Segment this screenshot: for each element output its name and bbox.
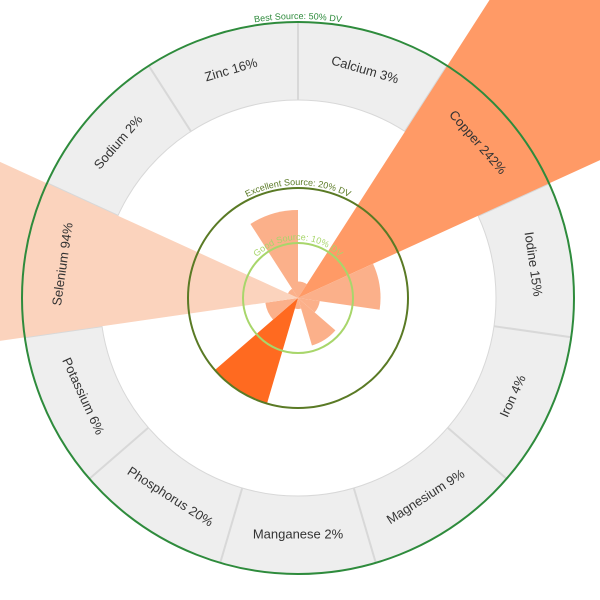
segment-divider <box>88 426 150 480</box>
label-manganese: Manganese 2% <box>253 526 344 541</box>
segment-iron <box>447 326 572 479</box>
segment-divider <box>219 487 244 564</box>
threshold-ring-20 <box>187 187 409 409</box>
bar-sodium <box>287 288 298 298</box>
segment-divider <box>352 487 377 564</box>
segment-divider <box>477 182 550 217</box>
bar-phosphorus <box>214 298 298 404</box>
bar-selenium <box>0 161 298 341</box>
segment-magnesium <box>353 427 507 563</box>
bar-iodine <box>298 263 381 310</box>
bar-magnesium <box>298 298 336 346</box>
bar-calcium <box>298 281 307 298</box>
threshold-rings <box>21 21 575 575</box>
segment-divider <box>446 426 508 480</box>
segment-sodium <box>46 65 191 216</box>
threshold-ring-10 <box>242 242 354 354</box>
segment-zinc <box>148 22 298 132</box>
nutrient-bars <box>0 0 600 404</box>
segment-calcium <box>298 22 448 132</box>
bar-potassium <box>265 298 298 320</box>
bar-copper <box>298 0 600 298</box>
bar-manganese <box>294 298 302 309</box>
segment-divider <box>147 65 192 132</box>
segment-potassium <box>24 326 149 479</box>
threshold-ring-50 <box>21 21 575 575</box>
segment-phosphorus <box>89 427 243 563</box>
bar-zinc <box>250 210 298 298</box>
ring-label-best: Best Source: 50% DV <box>253 11 342 24</box>
bar-iron <box>298 298 320 313</box>
segment-manganese <box>220 487 376 575</box>
segment-divider <box>493 325 572 339</box>
segment-iodine <box>478 183 574 338</box>
